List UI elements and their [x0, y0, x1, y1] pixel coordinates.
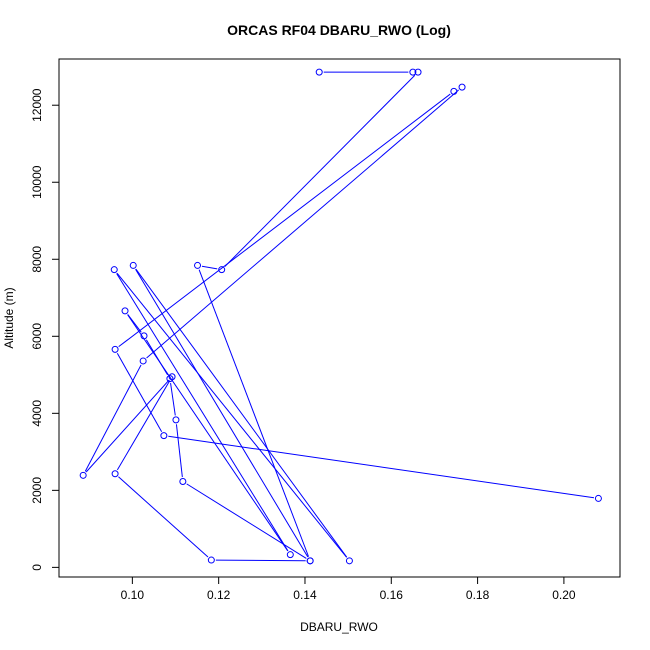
data-point [458, 83, 466, 91]
y-tick-label: 12000 [30, 88, 44, 122]
series-segment [118, 476, 209, 558]
data-point [345, 557, 353, 565]
data-point [179, 477, 187, 485]
series-segment [84, 364, 142, 472]
series-segment [170, 383, 176, 416]
data-point [111, 345, 119, 353]
series-segment [118, 93, 451, 348]
data-point [594, 494, 602, 502]
series-segment [175, 424, 183, 478]
series-segment [116, 353, 163, 432]
chart-title: ORCAS RF04 DBARU_RWO (Log) [227, 22, 451, 38]
series-segment [224, 74, 416, 267]
x-axis: 0.10 0.12 0.14 0.16 0.18 0.20 [121, 576, 576, 602]
y-tick-label: 4000 [30, 400, 44, 427]
data-point [168, 373, 176, 381]
data-point [194, 261, 202, 269]
y-tick-label: 10000 [30, 165, 44, 199]
series-segment [116, 380, 171, 471]
series-segment [116, 272, 347, 558]
y-tick-label: 2000 [30, 477, 44, 504]
data-point [207, 556, 215, 564]
data-point [172, 416, 180, 424]
data-point [450, 87, 458, 95]
series-segment [215, 559, 306, 562]
series-segment [135, 268, 348, 558]
data-series [79, 68, 602, 565]
y-tick-label: 6000 [30, 323, 44, 350]
data-point [166, 375, 174, 383]
series-segment [198, 269, 310, 557]
y-tick-label: 0 [30, 564, 44, 571]
x-tick-label: 0.20 [552, 588, 576, 602]
data-point [306, 557, 314, 565]
x-tick-label: 0.14 [293, 588, 317, 602]
x-tick-label: 0.12 [207, 588, 231, 602]
data-point [139, 357, 147, 365]
data-point [129, 261, 137, 269]
series-segment [127, 314, 289, 552]
series-segment [186, 483, 307, 559]
y-tick-label: 8000 [30, 246, 44, 273]
data-point [409, 68, 417, 76]
series-segment [127, 314, 142, 333]
series-segment [135, 269, 309, 558]
data-point [79, 471, 87, 479]
x-axis-label: DBARU_RWO [300, 620, 378, 634]
data-point [218, 266, 226, 274]
series-segment [116, 273, 289, 552]
data-point [121, 307, 129, 315]
data-point [315, 68, 323, 76]
y-axis: 0 2000 4000 6000 8000 10000 12000 [30, 88, 60, 571]
series-segment [201, 265, 218, 270]
data-point [286, 551, 294, 559]
x-tick-label: 0.18 [466, 588, 490, 602]
y-axis-label: Altitude (m) [2, 287, 16, 348]
data-point [110, 266, 118, 274]
series-segment [168, 435, 595, 499]
series-segment [85, 379, 170, 473]
data-point [414, 68, 422, 76]
data-point [111, 470, 119, 478]
series-segment [146, 89, 459, 359]
data-point [160, 432, 168, 440]
x-tick-label: 0.10 [121, 588, 145, 602]
x-tick-label: 0.16 [380, 588, 404, 602]
data-point [140, 332, 148, 340]
series-segment [145, 339, 169, 376]
